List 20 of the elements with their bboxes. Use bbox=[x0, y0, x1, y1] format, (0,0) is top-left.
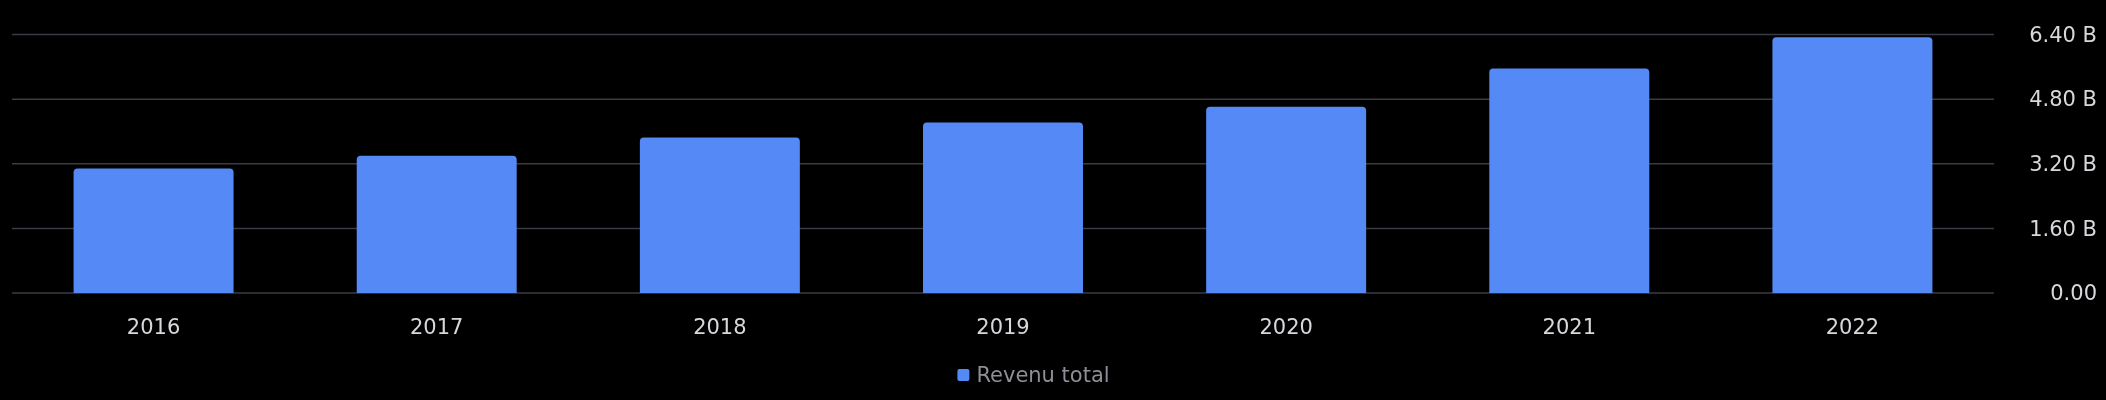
x-tick-label: 2019 bbox=[976, 315, 1030, 340]
bar bbox=[1206, 106, 1367, 293]
bar bbox=[923, 122, 1083, 293]
y-tick-label: 1.60 B bbox=[2029, 216, 2097, 241]
y-tick-label: 3.20 B bbox=[2029, 152, 2097, 177]
legend-label: Revenu total bbox=[976, 363, 1110, 388]
x-tick-label: 2022 bbox=[1825, 315, 1880, 340]
x-tick-label: 2018 bbox=[693, 315, 747, 340]
x-tick-label: 2017 bbox=[409, 315, 464, 340]
x-tick-label: 2021 bbox=[1542, 315, 1597, 340]
bar bbox=[1489, 68, 1650, 293]
y-tick-label: 6.40 B bbox=[2029, 22, 2097, 47]
y-tick-label: 0.00 bbox=[2050, 281, 2097, 306]
x-tick-label: 2016 bbox=[126, 315, 181, 340]
y-tick-label: 4.80 B bbox=[2029, 87, 2097, 112]
bar bbox=[356, 155, 517, 293]
x-tick-label: 2020 bbox=[1259, 315, 1313, 340]
bar bbox=[1772, 37, 1933, 293]
bar bbox=[639, 137, 800, 293]
bar bbox=[73, 168, 234, 293]
